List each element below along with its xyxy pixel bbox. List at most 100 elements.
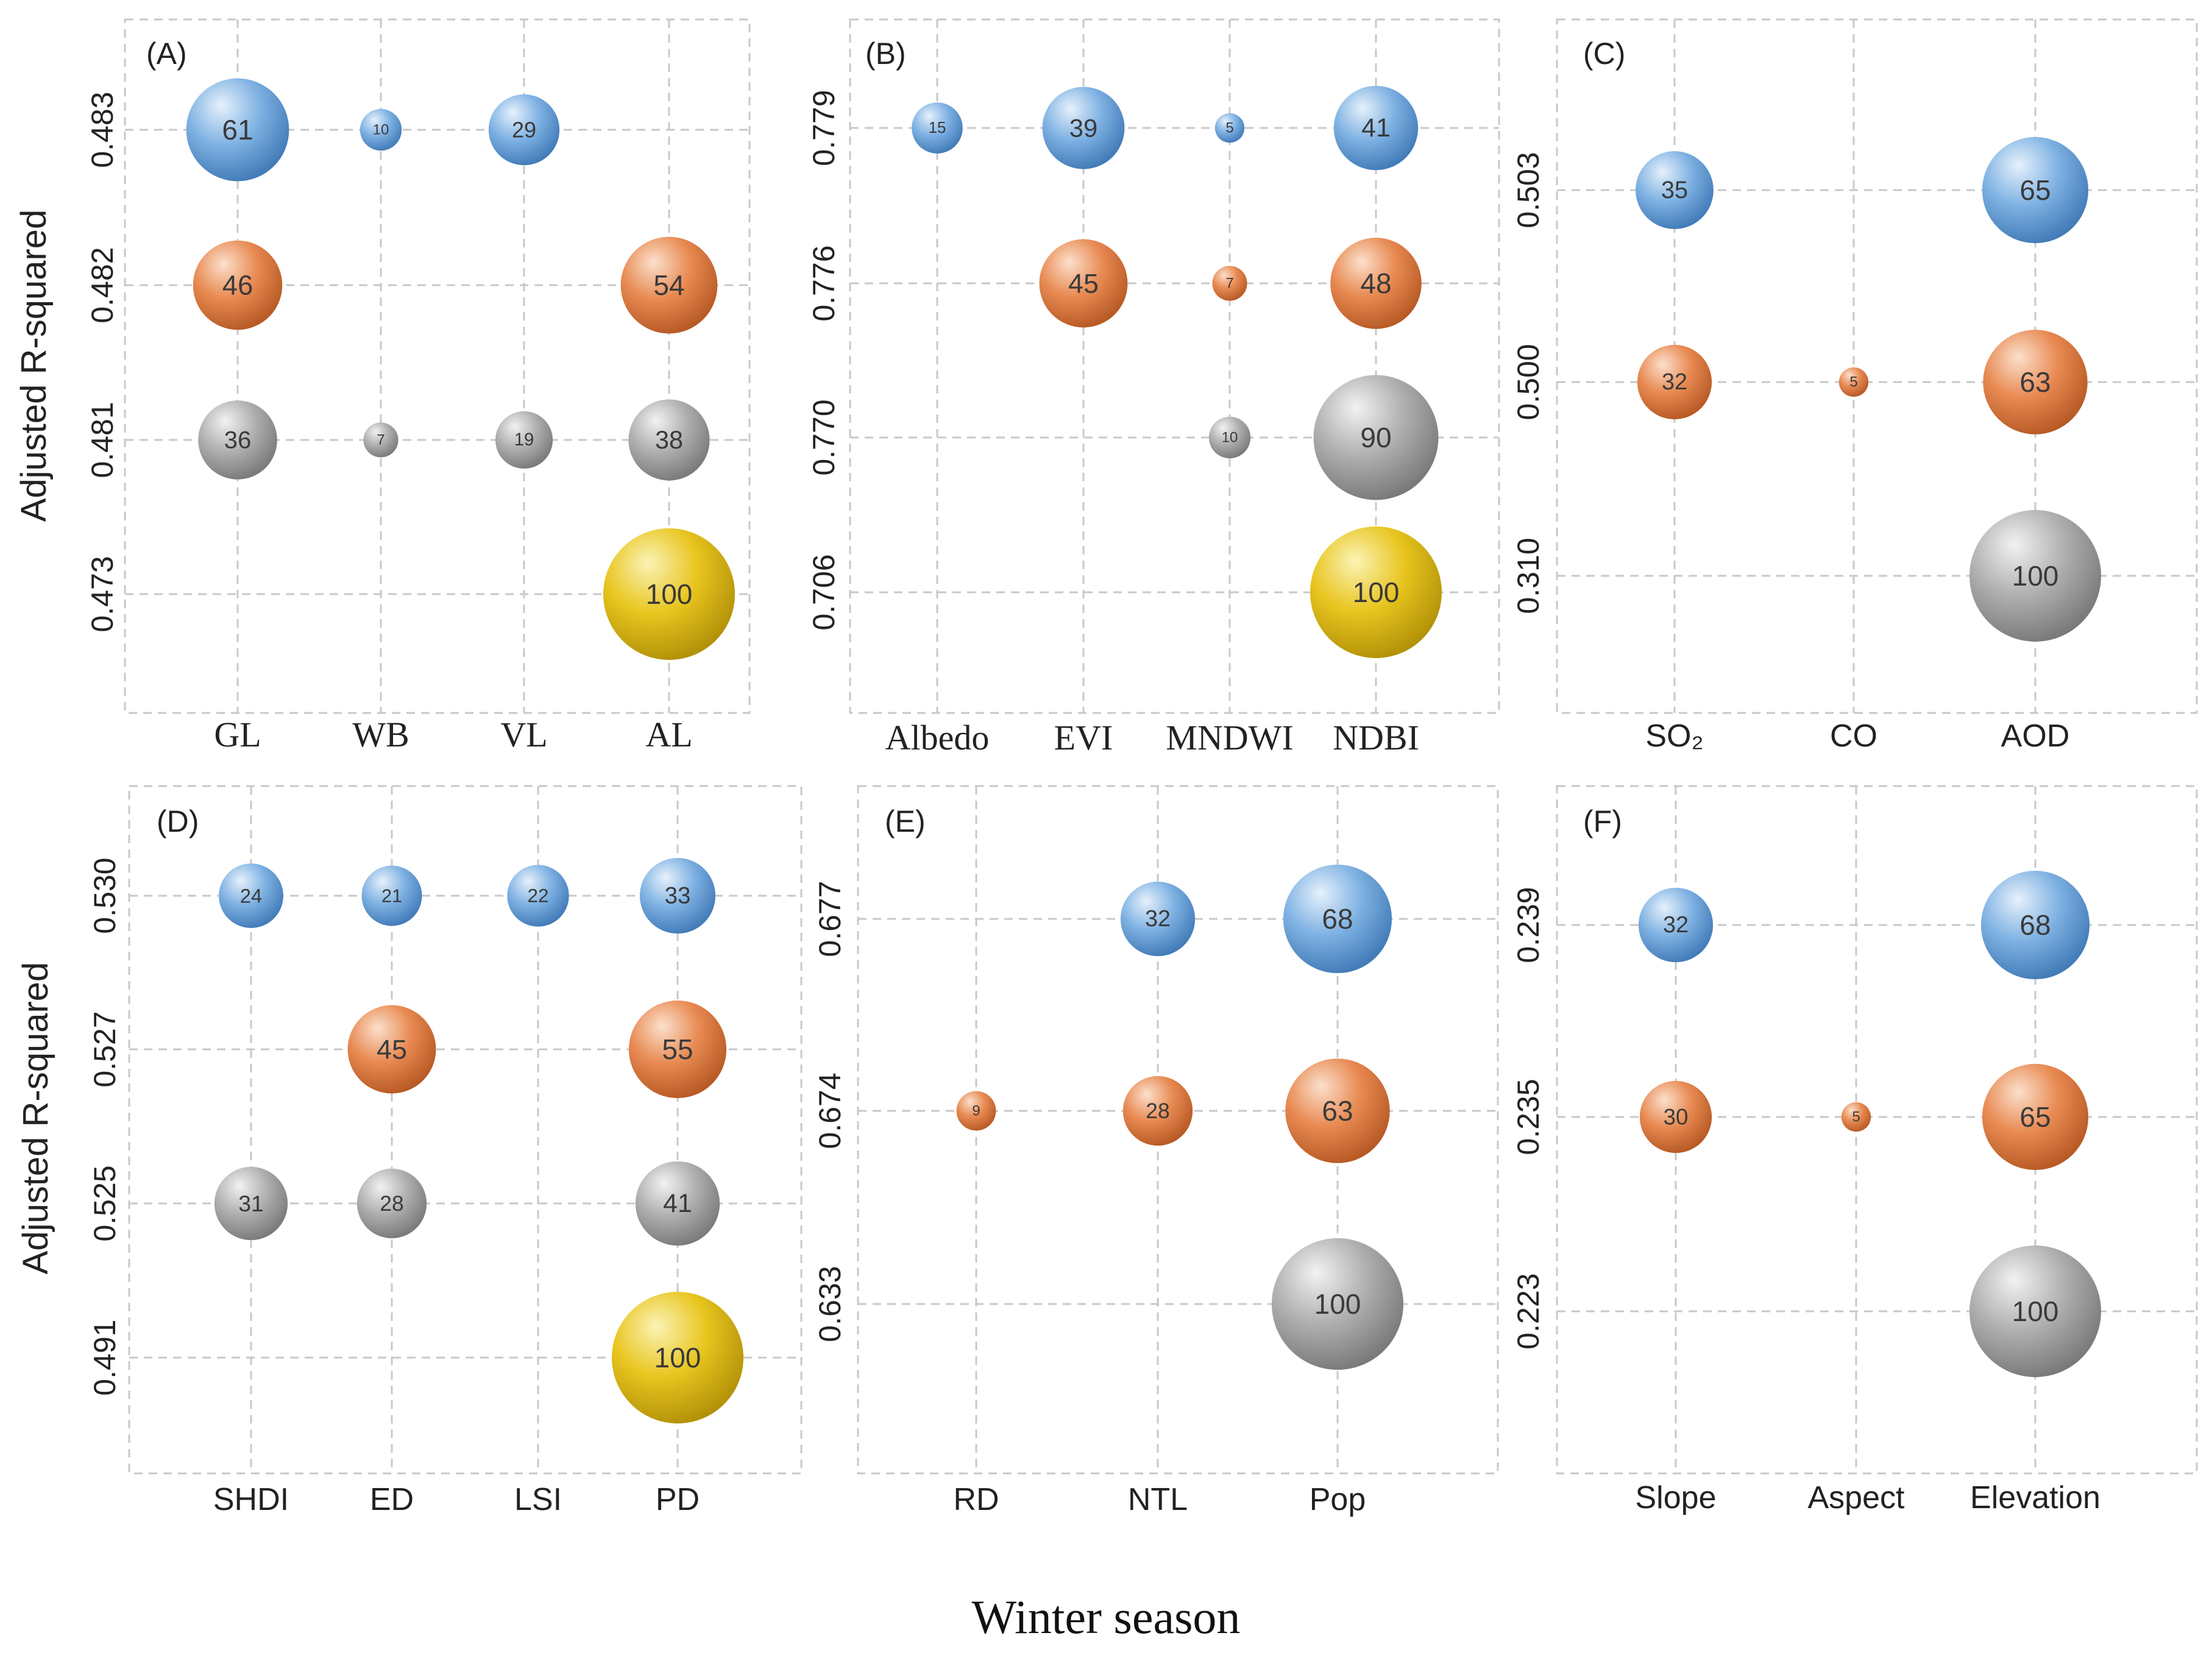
y-axis-title: Adjusted R-squared [16, 962, 55, 1275]
bubble-value-label: 68 [1322, 903, 1353, 935]
y-tick-label: 0.473 [85, 556, 119, 632]
bubble: 41 [635, 1161, 720, 1246]
bubble-value-label: 48 [1360, 268, 1391, 299]
bubble: 90 [1313, 375, 1439, 500]
y-tick-label: 0.482 [85, 247, 119, 323]
bubble-value-label: 100 [646, 578, 693, 610]
bubble-circle [603, 528, 735, 660]
bubble: 63 [1983, 330, 2088, 434]
bubble-value-label: 9 [972, 1103, 980, 1119]
bubble: 68 [1980, 870, 2090, 980]
panel-f: 0.239 0.235 0.223 Slope Aspect Elevation (F) 32… [1511, 785, 2198, 1515]
x-tick-label: VL [500, 715, 547, 754]
bubble-value-label: 100 [1314, 1288, 1361, 1320]
bubble: 46 [193, 240, 283, 330]
bubble-value-label: 32 [1662, 369, 1687, 395]
bubble-circle [356, 1168, 427, 1239]
panel-frame [1556, 18, 2198, 714]
bubble-value-label: 41 [663, 1189, 692, 1218]
x-tick-label: Elevation [1970, 1480, 2100, 1515]
bubble: 24 [219, 863, 283, 928]
x-tick-label: PD [656, 1482, 700, 1517]
bubble: 15 [912, 102, 963, 154]
bubble-circle [1639, 1080, 1712, 1154]
bubble-value-label: 5 [1225, 120, 1233, 136]
bubble: 21 [361, 865, 422, 926]
bubble-circle [1285, 1058, 1390, 1163]
bubble: 35 [1636, 151, 1714, 229]
bubble-value-label: 10 [373, 122, 389, 138]
bubble-circle [1042, 87, 1125, 169]
panel-label: (C) [1583, 37, 1625, 71]
bubble-circle [1838, 367, 1869, 397]
figure-footer-title: Winter season [972, 1590, 1241, 1643]
bubble-value-label: 7 [1225, 275, 1233, 292]
bubble: 45 [1039, 239, 1128, 328]
bubble-circle [1982, 136, 2089, 244]
bubble-circle [1214, 113, 1245, 143]
bubble-value-label: 54 [653, 269, 684, 301]
bubble-circle [1969, 1246, 2101, 1377]
bubble: 29 [488, 94, 560, 166]
y-tick-label: 0.481 [85, 402, 119, 478]
bubble-value-label: 65 [2019, 174, 2051, 206]
bubble-circle [495, 411, 553, 469]
bubble: 33 [639, 857, 716, 934]
bubble: 5 [1838, 367, 1869, 397]
x-tick-label: WB [352, 715, 409, 754]
x-tick-label: CO [1830, 718, 1877, 754]
y-tick-label: 0.776 [807, 245, 841, 321]
panel-a: 0.483 0.482 0.481 0.473 GL WB VL AL (A) Adjusted … [14, 18, 751, 754]
panel-frame [857, 785, 1499, 1475]
bubble-circle [219, 863, 283, 928]
panel-frame [124, 18, 751, 714]
bubble-value-label: 33 [665, 883, 691, 909]
bubble-value-label: 61 [222, 114, 253, 146]
bubble-value-label: 46 [222, 270, 253, 301]
bubble-circle [361, 865, 422, 926]
bubble: 45 [347, 1005, 436, 1094]
x-tick-label: RD [953, 1482, 999, 1517]
bubble: 100 [1272, 1238, 1403, 1370]
bubble-value-label: 5 [1849, 374, 1857, 391]
bubble-value-label: 28 [1146, 1099, 1169, 1123]
bubble-value-label: 28 [380, 1191, 403, 1216]
bubble-circle [1636, 151, 1714, 229]
panel-label: (D) [157, 804, 199, 838]
bubble-circle [1841, 1102, 1871, 1132]
y-tick-label: 0.779 [807, 90, 841, 166]
bubble-value-label: 24 [240, 885, 262, 907]
bubble-circle [956, 1091, 996, 1131]
y-axis-title: Adjusted R-squared [14, 210, 54, 522]
bubble: 100 [612, 1292, 743, 1423]
x-tick-label: EVI [1054, 718, 1113, 757]
x-tick-label: Albedo [885, 718, 990, 757]
bubble-circle [628, 1000, 727, 1099]
bubble-circle [1272, 1238, 1403, 1370]
x-tick-label: LSI [514, 1482, 562, 1517]
bubble: 28 [1122, 1076, 1193, 1146]
bubble-value-label: 100 [2012, 560, 2059, 592]
x-tick-label: ED [370, 1482, 414, 1517]
bubble: 100 [1969, 1246, 2101, 1377]
bubble: 5 [1841, 1102, 1871, 1132]
panels: 0.483 0.482 0.481 0.473 GL WB VL AL (A) Adjusted … [14, 18, 2198, 1517]
y-tick-label: 0.235 [1511, 1079, 1545, 1155]
bubble: 100 [603, 528, 735, 660]
bubble: 61 [186, 78, 289, 182]
bubble-value-label: 36 [224, 427, 252, 454]
bubble-value-label: 63 [2019, 366, 2051, 398]
bubble-circle [639, 857, 716, 934]
x-tick-label: Aspect [1808, 1480, 1905, 1515]
y-tick-label: 0.770 [807, 399, 841, 475]
bubble: 65 [1982, 1063, 2089, 1171]
bubble-value-label: 29 [512, 118, 536, 143]
bubble-circle [186, 78, 289, 182]
bubble: 10 [1208, 416, 1251, 459]
bubble-circle [1637, 344, 1712, 420]
panel-label: (B) [865, 37, 906, 71]
bubble: 38 [628, 399, 710, 481]
bubble-value-label: 39 [1069, 114, 1098, 143]
bubble-value-label: 21 [381, 885, 402, 907]
bubble-value-label: 90 [1360, 422, 1391, 453]
